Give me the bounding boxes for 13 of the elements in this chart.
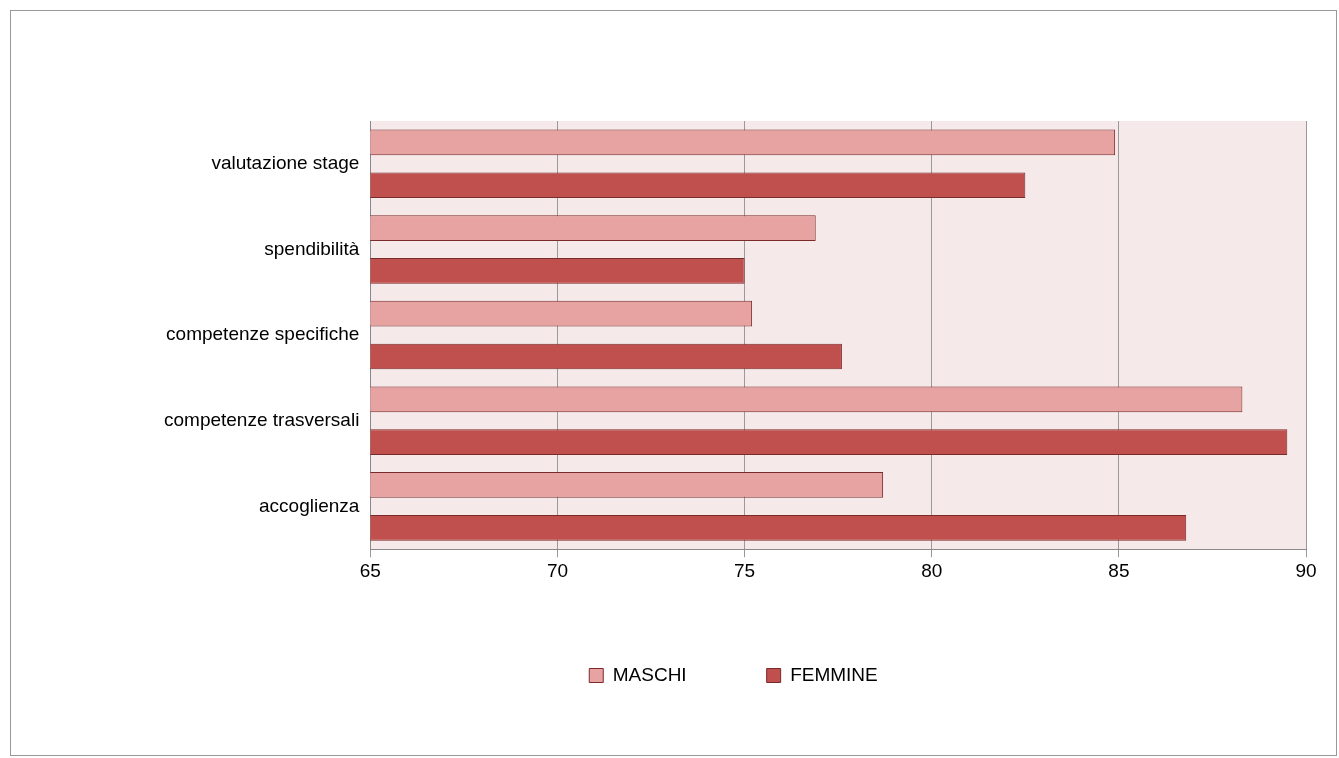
x-tick-label: 65: [359, 559, 381, 581]
legend-label: MASCHI: [612, 663, 687, 685]
x-tick-label: 75: [734, 559, 756, 581]
y-tick-label: competenze trasversali: [163, 408, 360, 430]
y-tick-label: spendibilità: [264, 237, 360, 259]
y-tick-label: competenze specifiche: [166, 323, 360, 345]
x-tick-label: 90: [1295, 559, 1317, 581]
y-tick-label: valutazione stage: [211, 152, 360, 174]
x-tick-label: 85: [1108, 559, 1130, 581]
x-tick-label: 70: [546, 559, 569, 581]
x-tick-label: 80: [921, 559, 943, 581]
y-tick-label: accoglienza: [259, 494, 360, 516]
legend-label: FEMMINE: [790, 663, 878, 685]
